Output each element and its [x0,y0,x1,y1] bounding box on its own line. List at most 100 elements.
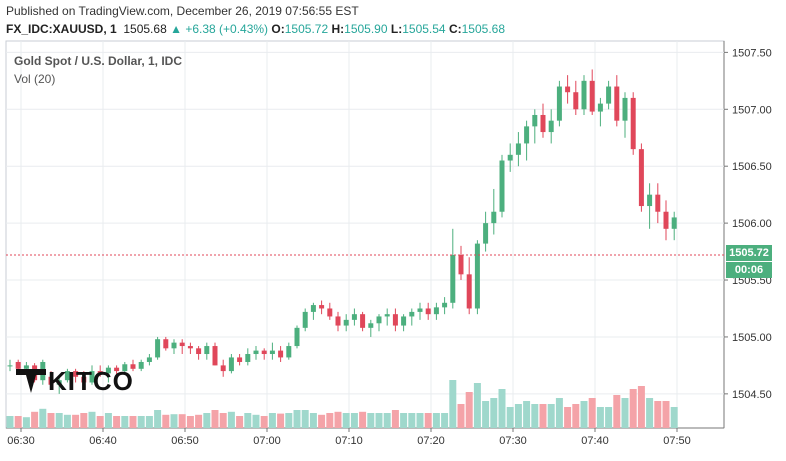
volume-bar [96,416,104,428]
volume-bar [482,401,490,428]
volume-bar [22,417,30,428]
close-label: C: [448,22,462,36]
candle-body [269,350,275,355]
close-value: 1505.68 [461,22,506,36]
candle-body [278,350,284,358]
volume-bar [605,407,613,428]
volume-bar [629,389,637,428]
y-tick-label: 1507.00 [732,104,772,116]
candle-body [466,274,472,309]
volume-bar [88,411,96,428]
candle-body [565,86,571,93]
volume-bar [654,401,662,428]
plot-area [5,40,725,429]
volume-bar [6,416,14,428]
volume-bar [55,413,63,428]
volume-bar [350,413,358,428]
candle-body [507,154,513,161]
candle-body [655,194,661,212]
volume-bar [383,413,391,428]
candle-body [286,346,292,358]
volume-bar [465,392,473,428]
volume-bar [490,398,498,428]
candle-body [146,357,152,362]
x-tick-label: 07:20 [417,435,445,447]
volume-bar [113,416,121,428]
volume-bar [416,413,424,428]
volume-bar [31,411,39,428]
candle-body [237,357,243,362]
candle-body [638,149,644,207]
candle-body [450,254,456,303]
volume-bar [203,413,211,428]
y-tick-label: 1505.00 [732,332,772,344]
volume-bar [326,413,334,428]
candle-body [499,160,505,212]
candle-body [97,371,103,374]
y-tick-label: 1504.50 [732,389,772,401]
candle-body [253,350,259,355]
volume-bar [572,404,580,428]
volume-bar [227,411,235,428]
high-label: H: [331,22,345,36]
candle-body [491,211,497,224]
candle-body [294,327,300,347]
volume-bar [506,407,514,428]
candle-body [122,364,128,372]
volume-bar [186,416,194,428]
candle-body [589,80,595,112]
candle-body [261,350,267,355]
candle-body [351,314,357,320]
volume-bar [277,413,285,428]
volume-bar [564,407,572,428]
kitco-wordmark: KITCO [48,365,134,396]
volume-bar [178,414,186,428]
volume-bar [236,416,244,428]
candle-body [171,342,177,349]
candle-body [114,367,120,372]
candle-body [401,316,407,326]
volume-bar [342,413,350,428]
volume-bar [39,408,47,428]
volume-bar [432,413,440,428]
volume-bar [375,413,383,428]
volume-bar [449,380,457,428]
volume-bar [580,401,588,428]
volume-bar [285,413,293,428]
high-value: 1505.90 [344,22,388,36]
candle-body [425,308,431,315]
volume-bar [359,411,367,428]
candle-body [7,365,13,367]
volume-bar [408,413,416,428]
candle-body [384,314,390,317]
candle-body [532,114,538,127]
up-triangle-icon: ▲ [170,22,182,36]
candle-body [163,339,169,349]
x-tick-label: 07:10 [335,435,363,447]
candle-body [138,361,144,369]
published-line: Published on TradingView.com, December 2… [6,4,359,18]
y-tick-label: 1505.50 [732,275,772,287]
candle-body [310,305,316,312]
candle-body [64,371,70,381]
volume-bar [244,413,252,428]
price-change: +6.38 (+0.43%) [185,22,269,36]
candle-body [105,367,111,374]
volume-bar [547,404,555,428]
volume-bar [170,414,178,428]
volume-bar [646,398,654,428]
candle-body [360,314,366,328]
candle-body [442,302,448,308]
open-label: O: [271,22,285,36]
volume-bar [596,407,604,428]
volume-bar [63,414,71,428]
volume-bar [14,416,22,428]
volume-bar [137,416,145,428]
x-tick-label: 07:30 [499,435,527,447]
x-tick-label: 07:40 [581,435,609,447]
volume-bar [588,398,596,428]
volume-bar [539,404,547,428]
candle-body [540,114,546,133]
x-tick-label: 07:50 [663,435,691,447]
